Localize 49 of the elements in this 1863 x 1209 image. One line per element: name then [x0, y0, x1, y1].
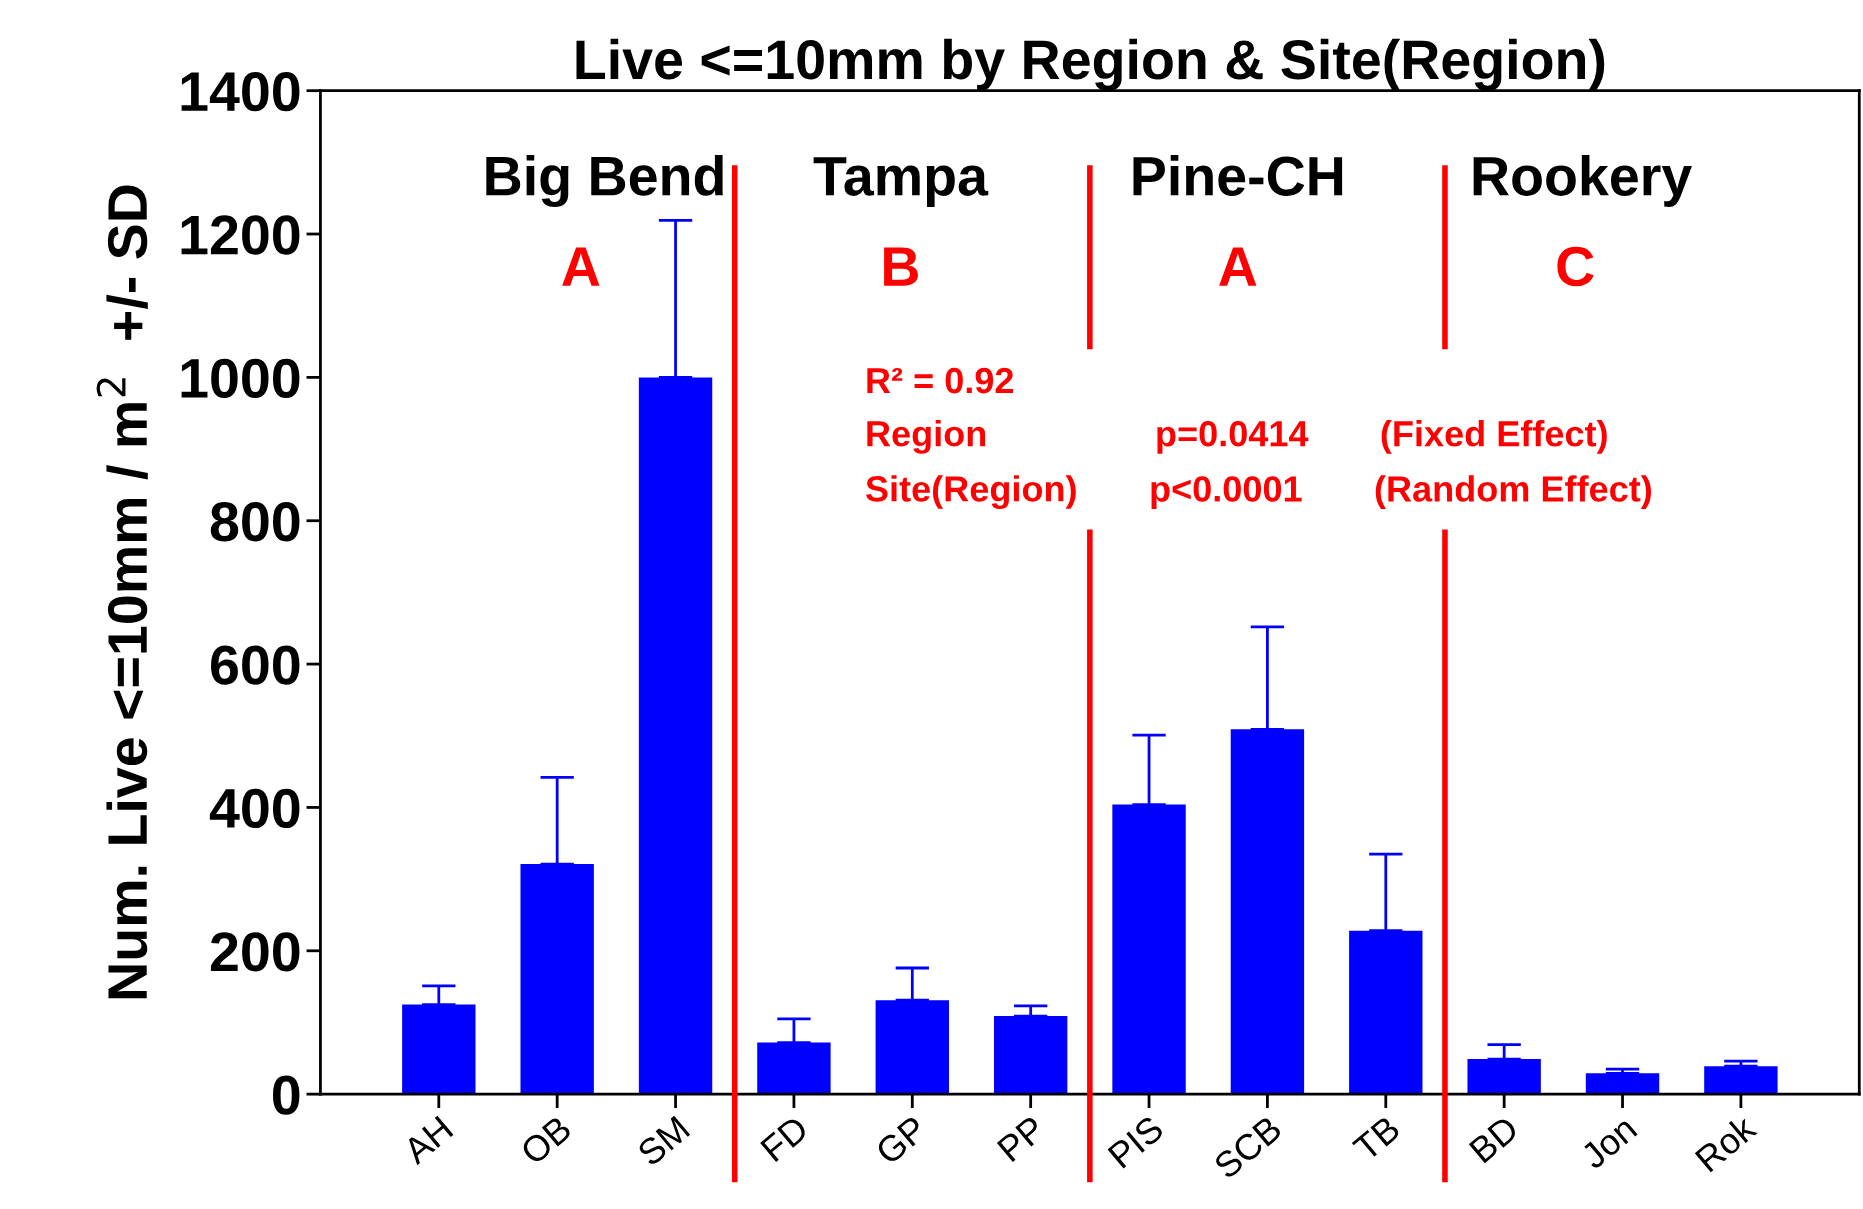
annotation: A — [562, 247, 600, 286]
annotation: Rookery — [1473, 155, 1692, 207]
bar — [993, 1016, 1068, 1095]
bar — [402, 1004, 476, 1095]
annotation: Big Bend — [486, 154, 723, 207]
chart-title: Live <=10mm by Region & Site(Region) — [576, 38, 1605, 91]
x-tick-label: FD — [760, 1115, 810, 1162]
y-tick-label: 1200 — [181, 215, 300, 255]
bar — [1230, 729, 1305, 1095]
x-tick-label: SCB — [1212, 1114, 1283, 1180]
annotation: B — [884, 247, 918, 286]
x-tick-label: SM — [635, 1115, 691, 1167]
x-tick-label: TB — [1351, 1115, 1402, 1163]
annotation: C — [1557, 246, 1594, 287]
annotation: p=0.0414 — [1157, 420, 1309, 454]
x-tick-label: GP — [874, 1114, 928, 1166]
annotation: Region — [867, 419, 986, 454]
y-tick-label: 800 — [210, 502, 300, 542]
y-tick-label: 200 — [210, 932, 300, 972]
y-tick-label: 600 — [211, 645, 300, 685]
annotation: Pine-CH — [1133, 155, 1343, 196]
annotation: (Random Effect) — [1375, 475, 1652, 509]
x-tick-label: Rok — [1693, 1112, 1758, 1173]
annotation: A — [1219, 247, 1257, 286]
bar — [1349, 930, 1423, 1095]
y-tick-label: 400 — [209, 788, 300, 829]
y-tick-label: 0 — [272, 1075, 300, 1115]
x-tick-label: AH — [401, 1115, 454, 1166]
annotation: (Fixed Effect) — [1381, 420, 1607, 454]
x-tick-label: BD — [1468, 1115, 1520, 1164]
y-tick-label: 1400 — [181, 72, 300, 112]
bar — [638, 377, 713, 1095]
annotation: Site(Region) — [865, 475, 1076, 509]
x-tick-label: OB — [519, 1114, 573, 1166]
y-axis-title: Num. Live <=10mm / m$^{2}$ +/- SD — [96, 185, 148, 999]
annotation: p<0.0001 — [1151, 476, 1302, 509]
bar — [520, 864, 594, 1095]
bar — [1704, 1066, 1778, 1095]
bar — [875, 1000, 949, 1095]
bar — [1467, 1059, 1541, 1095]
x-tick-label: Jon — [1579, 1115, 1638, 1171]
bar — [1585, 1073, 1660, 1095]
annotation: R² = 0.92 — [867, 367, 1014, 394]
y-tick-label: 1000 — [181, 358, 300, 399]
annotation: Tampa — [813, 157, 989, 207]
bar — [757, 1042, 831, 1095]
x-tick-label: PIS — [1107, 1114, 1165, 1169]
x-tick-label: PP — [996, 1115, 1047, 1162]
bar — [1112, 804, 1186, 1095]
